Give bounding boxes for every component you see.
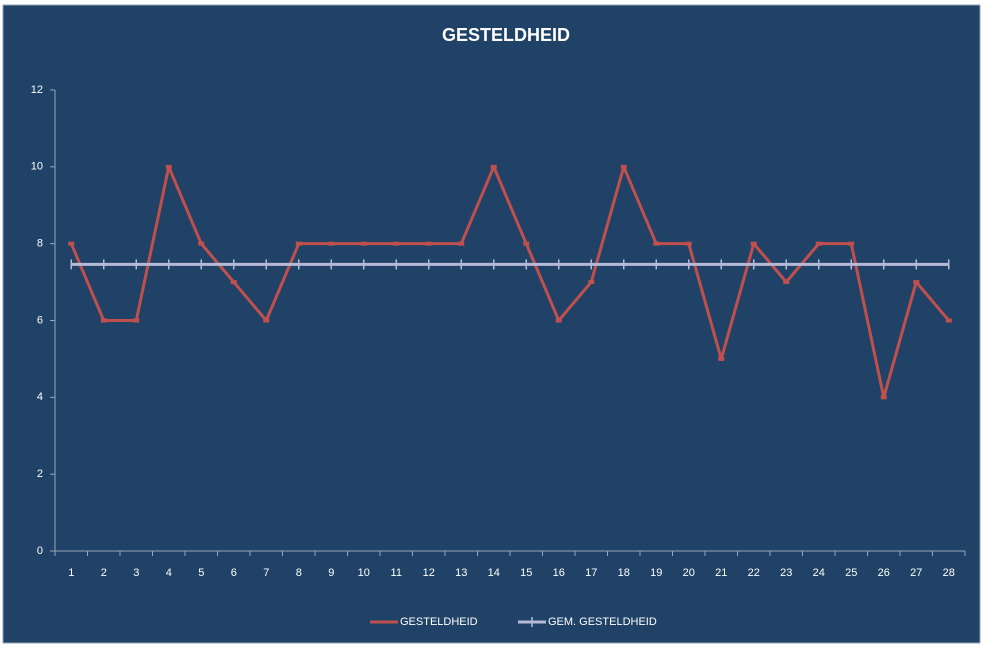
x-tick-label: 22 [748, 567, 760, 579]
x-tick-label: 13 [455, 567, 467, 579]
y-tick-label: 8 [37, 238, 43, 250]
y-tick-label: 2 [37, 468, 43, 480]
x-tick-label: 26 [878, 567, 890, 579]
x-tick-label: 11 [391, 567, 402, 579]
x-tick-label: 23 [780, 567, 792, 579]
x-tick-label: 5 [198, 567, 204, 579]
x-tick-label: 25 [845, 567, 857, 579]
x-tick-label: 7 [263, 567, 269, 579]
x-tick-label: 9 [328, 567, 334, 579]
x-tick-label: 18 [618, 567, 630, 579]
legend-label: GEM. GESTELDHEID [548, 616, 657, 628]
x-tick-label: 16 [553, 567, 565, 579]
x-tick-label: 10 [358, 567, 370, 579]
x-tick-label: 6 [231, 567, 237, 579]
x-tick-label: 14 [488, 567, 500, 579]
x-tick-label: 2 [101, 567, 107, 579]
y-tick-label: 10 [31, 161, 43, 173]
x-tick-label: 15 [520, 567, 532, 579]
y-tick-label: 0 [37, 545, 43, 557]
x-tick-label: 27 [910, 567, 922, 579]
x-tick-label: 20 [683, 567, 695, 579]
x-tick-label: 8 [296, 567, 302, 579]
chart-background [2, 4, 981, 644]
x-tick-label: 17 [585, 567, 597, 579]
legend-label: GESTELDHEID [400, 616, 478, 628]
x-tick-label: 3 [133, 567, 139, 579]
y-tick-label: 6 [37, 314, 43, 326]
x-tick-label: 1 [68, 567, 74, 579]
x-tick-label: 28 [943, 567, 955, 579]
y-tick-label: 4 [37, 391, 43, 403]
x-tick-label: 19 [650, 567, 662, 579]
series-line [69, 165, 950, 399]
x-tick-label: 4 [166, 567, 172, 579]
y-tick-label: 12 [31, 84, 43, 96]
chart-title: GESTELDHEID [442, 25, 570, 45]
x-tick-label: 24 [813, 567, 825, 579]
x-tick-label: 12 [423, 567, 435, 579]
x-tick-label: 21 [715, 567, 727, 579]
